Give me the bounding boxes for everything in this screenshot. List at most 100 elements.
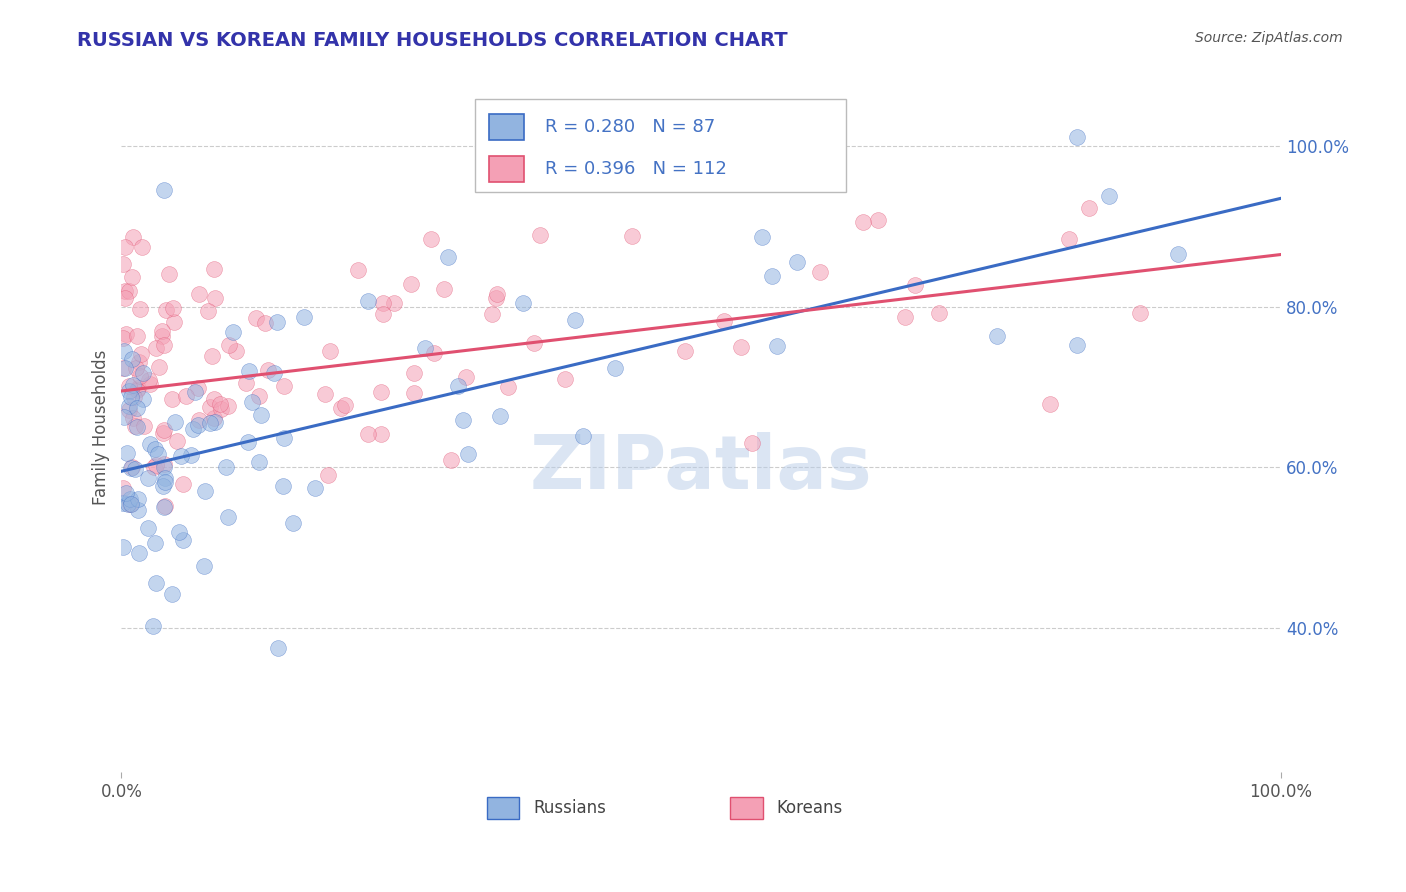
Point <box>202 411 225 425</box>
Point <box>148 360 170 375</box>
Point <box>273 479 295 493</box>
Point <box>1097 189 1119 203</box>
Point <box>316 467 339 482</box>
Point <box>118 384 141 399</box>
Point <box>143 442 166 457</box>
Point <box>152 500 174 515</box>
Point <box>121 270 143 285</box>
Point <box>163 415 186 429</box>
Point <box>153 475 176 489</box>
Point <box>121 410 143 425</box>
Point <box>266 315 288 329</box>
Point <box>121 459 143 474</box>
Text: ZIPatlas: ZIPatlas <box>530 432 873 505</box>
Point <box>247 455 270 469</box>
Point <box>267 640 290 655</box>
Point <box>292 310 315 325</box>
Point <box>402 366 425 380</box>
Point <box>281 516 304 531</box>
Point <box>167 524 190 539</box>
Point <box>903 278 925 293</box>
Point <box>128 546 150 560</box>
Point <box>786 255 808 269</box>
Point <box>127 381 149 395</box>
Point <box>371 307 394 321</box>
Point <box>523 335 546 350</box>
Point <box>808 265 831 279</box>
Point <box>180 448 202 462</box>
Point <box>1057 232 1080 246</box>
Point <box>481 307 503 321</box>
Point <box>399 277 422 292</box>
Point <box>114 284 136 298</box>
Point <box>163 315 186 329</box>
Point <box>152 460 174 475</box>
Point <box>117 445 139 459</box>
Point <box>111 481 134 495</box>
Point <box>928 306 950 320</box>
Point <box>370 384 392 399</box>
Point <box>153 423 176 437</box>
Text: Russians: Russians <box>533 799 606 817</box>
Point <box>512 295 534 310</box>
Point <box>202 392 225 407</box>
Point <box>127 503 149 517</box>
Point <box>181 422 204 436</box>
Point <box>150 329 173 343</box>
Point <box>194 484 217 499</box>
FancyBboxPatch shape <box>489 114 524 140</box>
Point <box>122 390 145 404</box>
Point <box>761 268 783 283</box>
Point <box>145 576 167 591</box>
Point <box>152 337 174 351</box>
Point <box>986 329 1008 343</box>
Point <box>245 310 267 325</box>
Point <box>132 392 155 406</box>
Point <box>114 240 136 254</box>
Point <box>155 471 177 485</box>
Point <box>333 398 356 412</box>
Point <box>138 437 160 451</box>
Point <box>188 287 211 301</box>
Point <box>273 431 295 445</box>
Point <box>124 462 146 476</box>
Point <box>1129 306 1152 320</box>
Point <box>127 420 149 434</box>
Point <box>413 341 436 355</box>
Point <box>112 409 135 424</box>
Point <box>131 366 153 380</box>
Point <box>187 418 209 433</box>
Point <box>184 385 207 400</box>
Point <box>440 453 463 467</box>
Point <box>236 435 259 450</box>
Point <box>187 413 209 427</box>
Point <box>117 284 139 298</box>
Text: R = 0.396   N = 112: R = 0.396 N = 112 <box>544 160 727 178</box>
FancyBboxPatch shape <box>730 797 762 819</box>
Point <box>1039 397 1062 411</box>
Point <box>111 257 134 271</box>
Point <box>150 325 173 339</box>
Point <box>225 344 247 359</box>
Point <box>603 361 626 376</box>
Point <box>117 497 139 511</box>
Point <box>118 399 141 413</box>
Point <box>208 397 231 411</box>
Point <box>329 401 352 415</box>
Point <box>170 450 193 464</box>
Point <box>120 491 142 506</box>
Point <box>1078 201 1101 215</box>
Text: R = 0.280   N = 87: R = 0.280 N = 87 <box>544 118 714 136</box>
Point <box>120 497 142 511</box>
Point <box>172 533 194 548</box>
Point <box>121 351 143 366</box>
Point <box>447 378 470 392</box>
FancyBboxPatch shape <box>486 797 519 819</box>
Point <box>120 497 142 511</box>
Point <box>160 392 183 407</box>
Point <box>201 349 224 363</box>
Point <box>371 296 394 310</box>
Point <box>142 619 165 633</box>
Point <box>112 540 135 554</box>
Point <box>153 457 176 471</box>
